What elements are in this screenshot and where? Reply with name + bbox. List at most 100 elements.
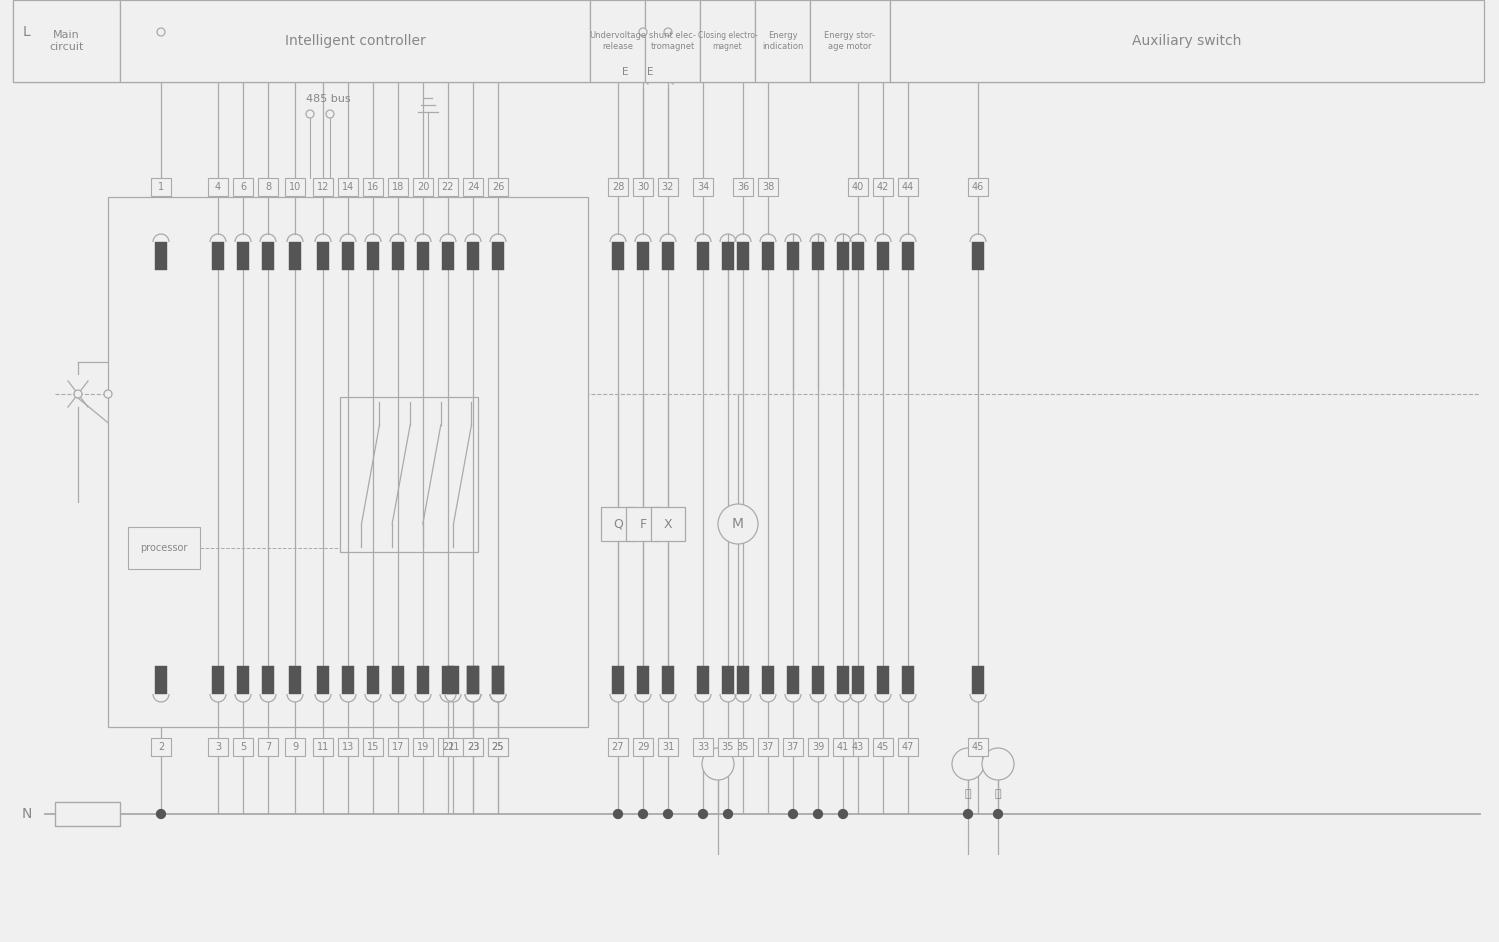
Text: 25: 25 — [492, 742, 504, 752]
Circle shape — [325, 110, 334, 118]
Bar — [968, 738, 988, 756]
Bar — [151, 738, 171, 756]
Text: processor: processor — [141, 543, 187, 553]
Circle shape — [702, 748, 735, 780]
Text: 21: 21 — [447, 742, 459, 752]
Bar — [289, 666, 301, 694]
Text: 1: 1 — [157, 182, 163, 192]
Bar — [733, 738, 752, 756]
Bar — [609, 738, 628, 756]
Bar — [812, 666, 824, 694]
Bar — [258, 738, 277, 756]
Bar — [388, 178, 408, 196]
Text: Intelligent controller: Intelligent controller — [285, 34, 426, 48]
Bar — [758, 738, 778, 756]
Text: 24: 24 — [466, 182, 480, 192]
Bar — [633, 738, 654, 756]
Text: 32: 32 — [663, 182, 675, 192]
Bar — [492, 666, 504, 694]
Bar — [697, 666, 709, 694]
Bar — [316, 242, 328, 270]
Bar — [154, 666, 166, 694]
Bar — [902, 666, 914, 694]
Bar — [258, 178, 277, 196]
Bar — [492, 666, 504, 694]
Bar — [463, 738, 483, 756]
Bar — [367, 242, 379, 270]
Text: Undervoltage
release: Undervoltage release — [589, 31, 646, 51]
Bar — [262, 242, 274, 270]
Bar — [489, 178, 508, 196]
Bar — [609, 178, 628, 196]
Bar — [836, 242, 848, 270]
Text: 38: 38 — [761, 182, 773, 192]
Bar — [468, 666, 480, 694]
Bar — [468, 242, 480, 270]
Text: E: E — [622, 67, 628, 77]
Bar — [337, 178, 358, 196]
Bar — [367, 666, 379, 694]
Circle shape — [73, 390, 82, 398]
Text: 485 bus: 485 bus — [306, 94, 351, 104]
Bar — [237, 242, 249, 270]
Bar — [237, 666, 249, 694]
Bar — [633, 178, 654, 196]
Text: 9: 9 — [292, 742, 298, 752]
Bar — [782, 738, 803, 756]
Bar — [285, 178, 304, 196]
Text: 14: 14 — [342, 182, 354, 192]
Bar — [787, 666, 799, 694]
Bar — [342, 666, 354, 694]
Text: 44: 44 — [902, 182, 914, 192]
Bar — [438, 738, 459, 756]
Text: 13: 13 — [342, 742, 354, 752]
Circle shape — [982, 748, 1013, 780]
Text: 33: 33 — [697, 742, 709, 752]
Bar — [591, 0, 645, 82]
Text: 6: 6 — [240, 182, 246, 192]
Circle shape — [994, 809, 1003, 819]
Bar — [651, 507, 685, 541]
Circle shape — [156, 809, 165, 819]
Text: 8: 8 — [265, 182, 271, 192]
Text: 10: 10 — [289, 182, 301, 192]
Bar — [761, 666, 773, 694]
Bar — [601, 507, 636, 541]
Bar — [872, 738, 893, 756]
Text: 30: 30 — [637, 182, 649, 192]
Text: X: X — [664, 517, 673, 530]
Text: Q: Q — [613, 517, 624, 530]
Bar — [463, 738, 483, 756]
Bar — [120, 0, 591, 82]
Text: 4: 4 — [214, 182, 220, 192]
Bar — [127, 527, 199, 569]
Text: 27: 27 — [612, 742, 624, 752]
Bar — [414, 738, 433, 756]
Text: 2: 2 — [157, 742, 163, 752]
Circle shape — [103, 390, 112, 398]
Text: E: E — [646, 67, 654, 77]
Text: 40: 40 — [851, 182, 863, 192]
Text: 47: 47 — [902, 742, 914, 752]
Circle shape — [814, 809, 823, 819]
Bar — [738, 666, 750, 694]
Bar — [363, 738, 384, 756]
Bar — [851, 666, 863, 694]
Text: 28: 28 — [612, 182, 624, 192]
Bar — [700, 0, 755, 82]
Bar — [388, 738, 408, 756]
Bar — [468, 666, 480, 694]
Text: 25: 25 — [492, 742, 504, 752]
Bar — [393, 242, 405, 270]
Bar — [438, 178, 459, 196]
Bar — [848, 178, 868, 196]
Bar — [463, 178, 483, 196]
Bar — [723, 242, 735, 270]
Text: 17: 17 — [391, 742, 405, 752]
Bar — [890, 0, 1484, 82]
Text: 35: 35 — [738, 742, 750, 752]
Text: 3: 3 — [214, 742, 220, 752]
Bar — [627, 507, 660, 541]
Circle shape — [718, 504, 758, 544]
Bar — [262, 666, 274, 694]
